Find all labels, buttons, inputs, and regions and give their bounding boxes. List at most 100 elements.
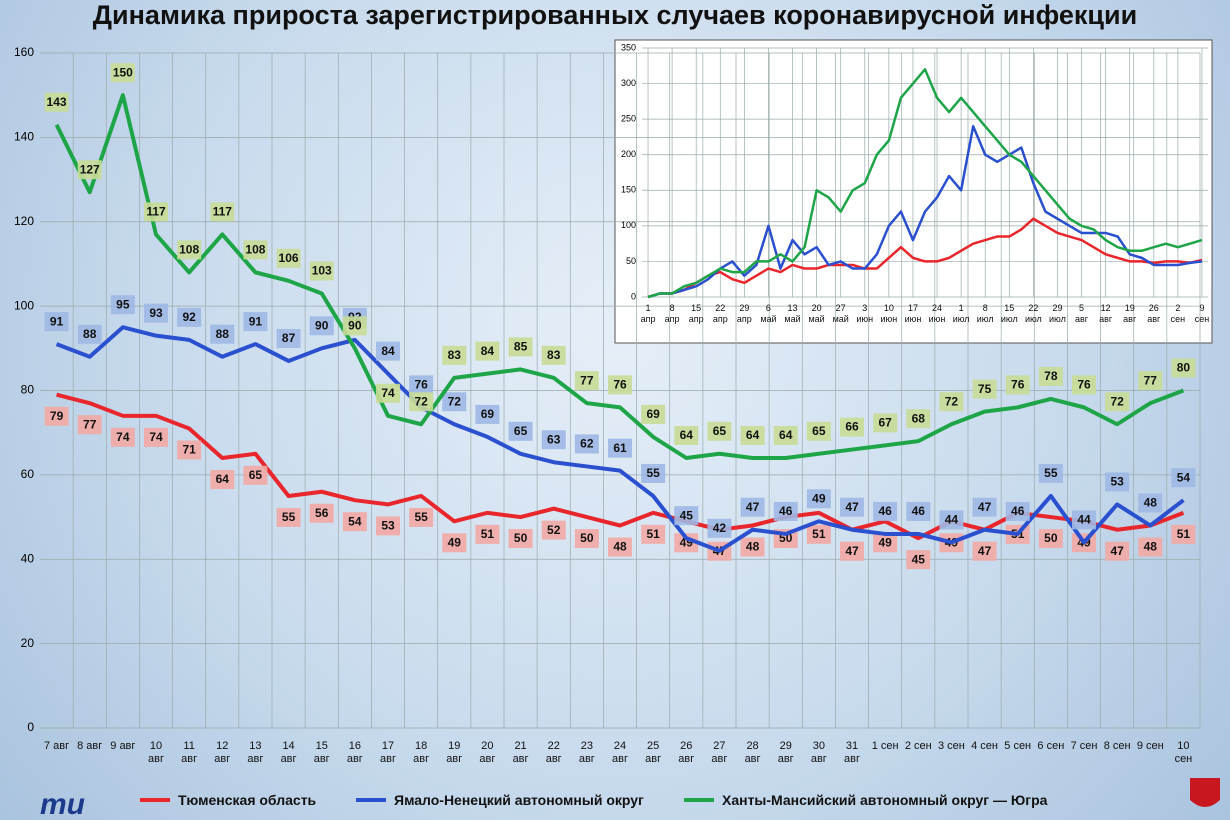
data-label: 69 bbox=[646, 407, 660, 421]
x-tick-label: 6 сен bbox=[1037, 740, 1065, 752]
data-label-box bbox=[906, 501, 931, 521]
data-label: 76 bbox=[414, 378, 428, 392]
x-tick-label: 24 июн bbox=[928, 303, 946, 324]
data-label: 47 bbox=[845, 544, 859, 558]
data-label: 55 bbox=[646, 466, 660, 480]
data-label: 46 bbox=[878, 504, 892, 518]
x-tick-label: 22 июл bbox=[1024, 303, 1042, 324]
data-label: 91 bbox=[249, 314, 263, 328]
x-tick-label: 2 сен bbox=[1170, 303, 1186, 324]
data-label-box bbox=[276, 248, 301, 268]
data-label-box bbox=[309, 503, 334, 523]
x-tick-label: 29 авг bbox=[777, 740, 794, 765]
data-label: 75 bbox=[978, 382, 992, 396]
data-label-box bbox=[939, 510, 964, 530]
x-tick-label: 5 авг bbox=[1075, 303, 1089, 324]
data-label-box bbox=[541, 345, 566, 365]
legend-entry: Тюменская область bbox=[140, 792, 316, 808]
x-tick-label: 22 апр bbox=[712, 303, 728, 324]
data-label-box bbox=[276, 328, 301, 348]
data-label-box bbox=[641, 524, 666, 544]
data-label: 44 bbox=[945, 513, 959, 527]
data-label-box bbox=[243, 240, 268, 260]
data-label: 48 bbox=[1144, 496, 1158, 510]
data-label: 48 bbox=[1144, 540, 1158, 554]
x-tick-label: 19 авг bbox=[1123, 303, 1137, 324]
y-tick-label: 250 bbox=[621, 114, 636, 124]
data-label-box bbox=[806, 421, 831, 441]
series-line bbox=[54, 93, 1185, 460]
data-label-box bbox=[376, 383, 400, 403]
data-label-box bbox=[144, 303, 168, 323]
data-label: 80 bbox=[1177, 361, 1191, 375]
data-label: 77 bbox=[83, 417, 97, 431]
x-tick-label: 3 июн bbox=[856, 303, 874, 324]
legend-swatch bbox=[140, 798, 170, 802]
data-label: 71 bbox=[182, 443, 196, 457]
data-label-box bbox=[409, 392, 434, 412]
data-label-box bbox=[574, 434, 599, 454]
x-tick-label: 15 апр bbox=[688, 303, 704, 324]
y-tick-label: 300 bbox=[621, 78, 636, 88]
x-tick-label: 25 авг bbox=[645, 740, 662, 765]
x-tick-label: 17 июн bbox=[904, 303, 922, 324]
data-label: 65 bbox=[514, 424, 528, 438]
x-tick-label: 12 авг bbox=[1099, 303, 1113, 324]
data-label-box bbox=[342, 316, 367, 336]
x-tick-label: 1 сен bbox=[871, 740, 899, 752]
series-line bbox=[647, 217, 1203, 299]
data-label-box bbox=[276, 507, 301, 527]
x-tick-label: 8 сен bbox=[1103, 740, 1131, 752]
data-label-box bbox=[1105, 392, 1130, 412]
data-label-box bbox=[442, 392, 467, 412]
data-label: 55 bbox=[1044, 466, 1058, 480]
y-tick-label: 80 bbox=[21, 383, 35, 397]
data-label: 54 bbox=[348, 514, 362, 528]
data-label: 106 bbox=[279, 251, 299, 265]
x-tick-label: 10 авг bbox=[148, 740, 164, 765]
data-label-box bbox=[1005, 375, 1030, 395]
x-tick-label: 27 авг bbox=[711, 740, 728, 765]
data-label-box bbox=[574, 529, 599, 549]
x-tick-label: 27 май bbox=[832, 303, 849, 324]
y-tick-label: 350 bbox=[621, 42, 636, 52]
data-label-box bbox=[177, 440, 202, 460]
data-label: 88 bbox=[83, 327, 97, 341]
data-label-box bbox=[641, 404, 666, 424]
legend-label: Ямало-Ненецкий автономный округ bbox=[394, 792, 644, 808]
y-tick-label: 140 bbox=[14, 130, 34, 144]
data-label-box bbox=[840, 497, 864, 517]
data-label-box bbox=[1005, 501, 1030, 521]
data-label: 52 bbox=[547, 523, 561, 537]
data-label-box bbox=[1072, 510, 1096, 530]
legend-entry: Ханты-Мансийский автономный округ — Югра bbox=[684, 792, 1047, 808]
data-label-box bbox=[409, 375, 434, 395]
data-label-box bbox=[740, 426, 765, 445]
data-label-box bbox=[972, 541, 997, 561]
data-label-box bbox=[44, 312, 69, 332]
data-label: 108 bbox=[179, 243, 199, 257]
x-tick-label: 14 авг bbox=[280, 740, 297, 765]
x-tick-label: 13 авг bbox=[247, 740, 264, 765]
data-label-box bbox=[1038, 366, 1063, 386]
y-tick-label: 50 bbox=[626, 256, 636, 266]
x-tick-label: 16 авг bbox=[346, 740, 363, 765]
y-tick-label: 160 bbox=[14, 45, 34, 59]
data-label: 88 bbox=[216, 327, 230, 341]
data-label-box bbox=[309, 261, 334, 281]
data-label-box bbox=[1038, 529, 1063, 549]
data-label: 108 bbox=[245, 243, 265, 257]
data-label: 42 bbox=[713, 521, 727, 535]
data-label-box bbox=[873, 413, 898, 433]
x-tick-label: 31 авг bbox=[844, 740, 860, 765]
data-label-box bbox=[475, 341, 500, 361]
x-tick-label: 26 авг bbox=[1147, 303, 1161, 324]
data-label-box bbox=[740, 497, 765, 517]
data-label: 69 bbox=[481, 407, 495, 421]
data-label-box bbox=[541, 430, 566, 450]
data-label: 76 bbox=[1011, 378, 1025, 392]
data-label-box bbox=[243, 465, 268, 485]
data-label: 50 bbox=[1044, 531, 1058, 545]
data-label-box bbox=[508, 529, 533, 549]
